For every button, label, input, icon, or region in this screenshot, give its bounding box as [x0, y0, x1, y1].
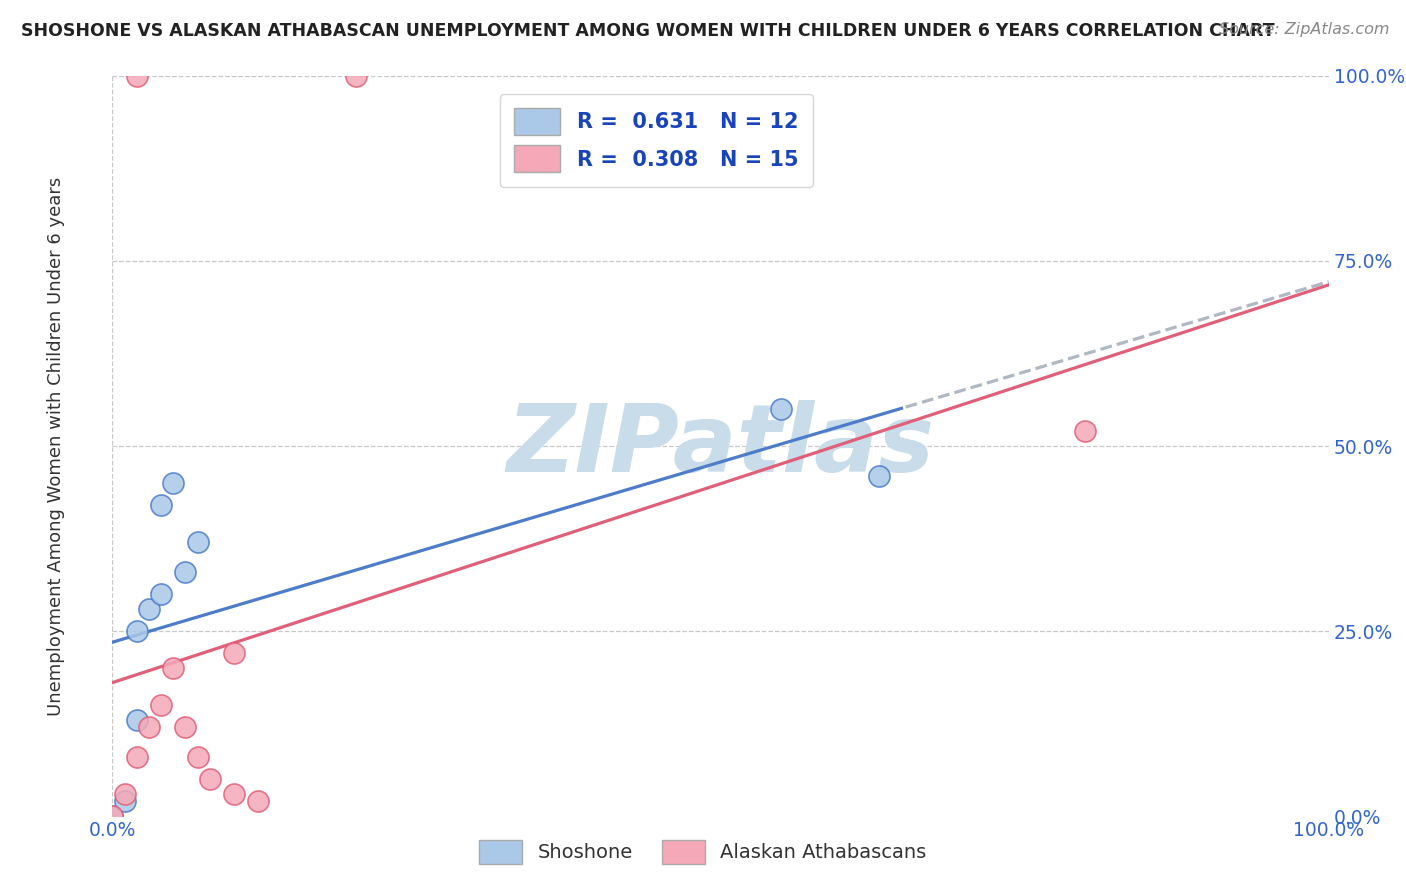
- Point: [344, 69, 367, 83]
- Point: [150, 698, 173, 712]
- Point: [114, 787, 136, 801]
- Point: [174, 720, 197, 734]
- Point: [101, 809, 124, 823]
- Text: ZIPatlas: ZIPatlas: [506, 400, 935, 492]
- Point: [125, 69, 148, 83]
- Legend: Shoshone, Alaskan Athabascans: Shoshone, Alaskan Athabascans: [471, 832, 935, 871]
- Point: [125, 750, 148, 764]
- Point: [868, 468, 890, 483]
- Point: [187, 535, 209, 549]
- Point: [1074, 424, 1097, 438]
- Point: [125, 713, 148, 727]
- Point: [770, 401, 793, 416]
- Point: [162, 475, 184, 490]
- Point: [101, 809, 124, 823]
- Point: [114, 794, 136, 808]
- Legend: R =  0.631   N = 12, R =  0.308   N = 15: R = 0.631 N = 12, R = 0.308 N = 15: [501, 94, 813, 186]
- Point: [138, 602, 160, 616]
- Point: [222, 646, 246, 660]
- Point: [187, 750, 209, 764]
- Point: [222, 787, 246, 801]
- Point: [138, 720, 160, 734]
- Point: [162, 661, 184, 675]
- Point: [125, 624, 148, 639]
- Text: Source: ZipAtlas.com: Source: ZipAtlas.com: [1219, 22, 1389, 37]
- Point: [198, 772, 221, 787]
- Text: Unemployment Among Women with Children Under 6 years: Unemployment Among Women with Children U…: [48, 177, 65, 715]
- Point: [247, 794, 270, 808]
- Point: [174, 565, 197, 579]
- Point: [150, 587, 173, 601]
- Point: [150, 498, 173, 512]
- Text: SHOSHONE VS ALASKAN ATHABASCAN UNEMPLOYMENT AMONG WOMEN WITH CHILDREN UNDER 6 YE: SHOSHONE VS ALASKAN ATHABASCAN UNEMPLOYM…: [21, 22, 1275, 40]
